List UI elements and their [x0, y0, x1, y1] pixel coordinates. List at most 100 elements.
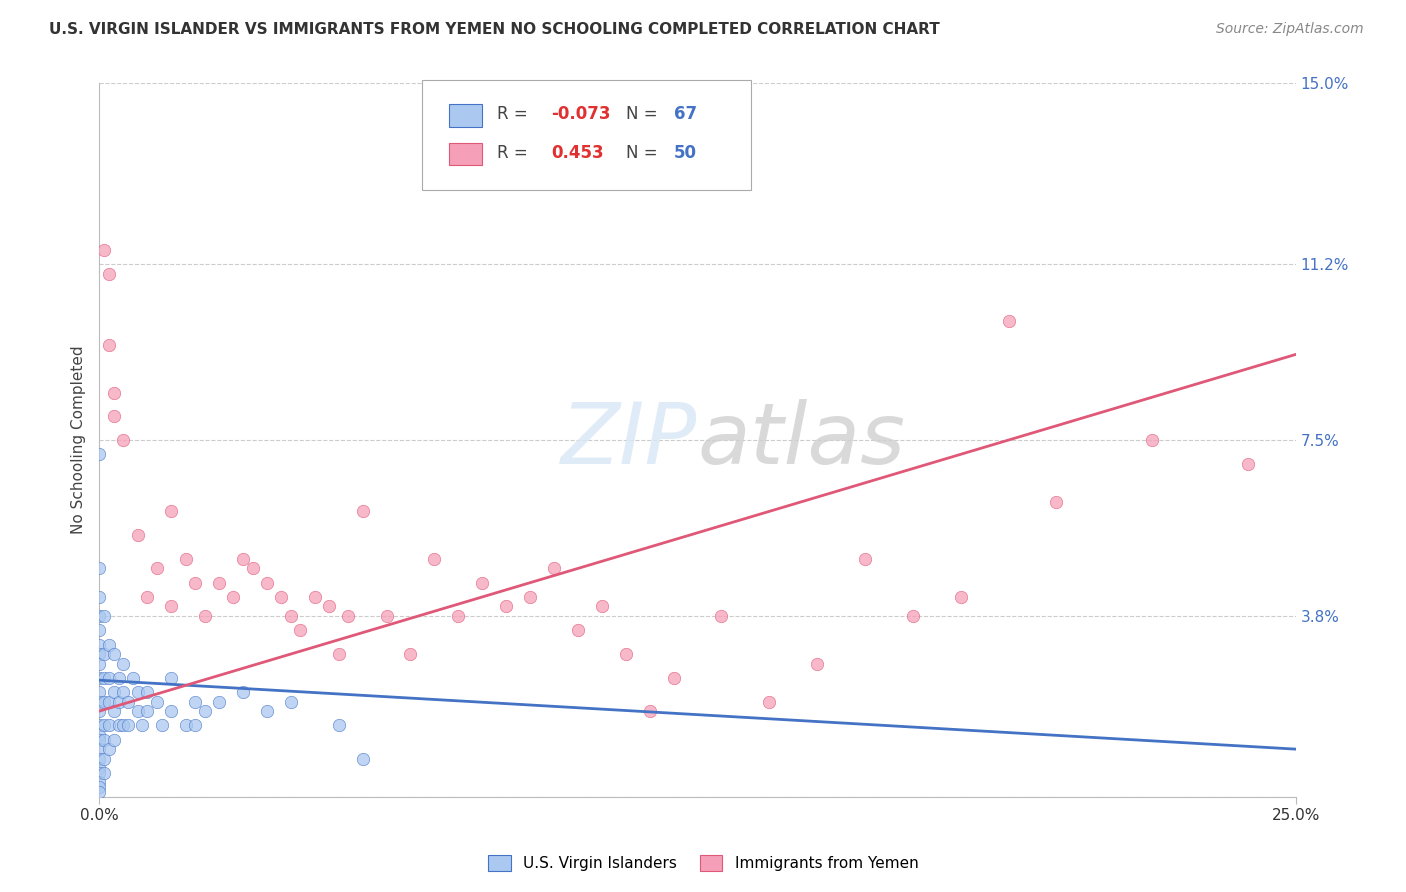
Point — [232, 552, 254, 566]
Point — [567, 624, 589, 638]
Point — [184, 695, 207, 709]
Point — [352, 751, 374, 765]
Point — [98, 742, 121, 756]
Point — [89, 671, 111, 685]
Point — [160, 504, 183, 518]
Point — [117, 718, 139, 732]
Point — [89, 751, 111, 765]
Point — [107, 671, 129, 685]
Point — [806, 657, 828, 671]
Point — [758, 695, 780, 709]
Text: N =: N = — [626, 105, 662, 123]
Point — [160, 704, 183, 718]
Point — [122, 671, 145, 685]
Text: 67: 67 — [673, 105, 697, 123]
Point — [136, 590, 159, 604]
Point — [89, 704, 111, 718]
Point — [290, 624, 312, 638]
Point — [184, 575, 207, 590]
Point — [98, 638, 121, 652]
Point — [270, 590, 292, 604]
Point — [103, 732, 125, 747]
Text: N =: N = — [626, 144, 662, 161]
Point — [103, 685, 125, 699]
Text: ZIP: ZIP — [561, 399, 697, 482]
Point — [89, 447, 111, 461]
Text: -0.073: -0.073 — [551, 105, 612, 123]
Point — [89, 609, 111, 624]
Point — [256, 575, 278, 590]
Point — [495, 599, 517, 614]
Point — [328, 718, 350, 732]
Point — [256, 704, 278, 718]
Point — [98, 718, 121, 732]
Text: Source: ZipAtlas.com: Source: ZipAtlas.com — [1216, 22, 1364, 37]
Point — [89, 780, 111, 794]
Text: atlas: atlas — [697, 399, 905, 482]
Point — [194, 609, 217, 624]
Point — [150, 718, 173, 732]
Point — [375, 609, 398, 624]
Point — [1045, 495, 1067, 509]
Point — [280, 695, 302, 709]
Point — [232, 685, 254, 699]
Point — [519, 590, 541, 604]
Point — [89, 685, 111, 699]
Point — [103, 409, 125, 424]
Point — [304, 590, 326, 604]
Point — [146, 561, 169, 575]
Point — [89, 624, 111, 638]
Point — [107, 718, 129, 732]
Point — [399, 647, 422, 661]
Point — [89, 695, 111, 709]
Point — [949, 590, 972, 604]
Point — [146, 695, 169, 709]
Point — [1236, 457, 1258, 471]
FancyBboxPatch shape — [422, 80, 751, 190]
Point — [107, 695, 129, 709]
Point — [103, 704, 125, 718]
Point — [98, 267, 121, 281]
Point — [853, 552, 876, 566]
Point — [93, 695, 115, 709]
Point — [93, 243, 115, 257]
Point — [127, 528, 149, 542]
Point — [174, 552, 197, 566]
Point — [93, 732, 115, 747]
Point — [423, 552, 446, 566]
Point — [89, 761, 111, 775]
Point — [1140, 433, 1163, 447]
Y-axis label: No Schooling Completed: No Schooling Completed — [72, 346, 86, 534]
Point — [591, 599, 613, 614]
Point — [93, 765, 115, 780]
Point — [352, 504, 374, 518]
Point — [89, 590, 111, 604]
Point — [89, 732, 111, 747]
Point — [112, 685, 135, 699]
Point — [208, 575, 231, 590]
Point — [98, 695, 121, 709]
Point — [112, 657, 135, 671]
Point — [103, 647, 125, 661]
Point — [89, 742, 111, 756]
Point — [89, 718, 111, 732]
Point — [447, 609, 470, 624]
Point — [136, 685, 159, 699]
Point — [318, 599, 340, 614]
Point — [98, 338, 121, 352]
Point — [89, 561, 111, 575]
Point — [136, 704, 159, 718]
Point — [328, 647, 350, 661]
Point — [194, 704, 217, 718]
Point — [89, 785, 111, 799]
Point — [89, 647, 111, 661]
Text: R =: R = — [496, 144, 533, 161]
Point — [98, 671, 121, 685]
Point — [337, 609, 360, 624]
Point — [89, 775, 111, 789]
Point — [112, 718, 135, 732]
Point — [710, 609, 733, 624]
Point — [242, 561, 264, 575]
Point — [127, 685, 149, 699]
Point — [112, 433, 135, 447]
